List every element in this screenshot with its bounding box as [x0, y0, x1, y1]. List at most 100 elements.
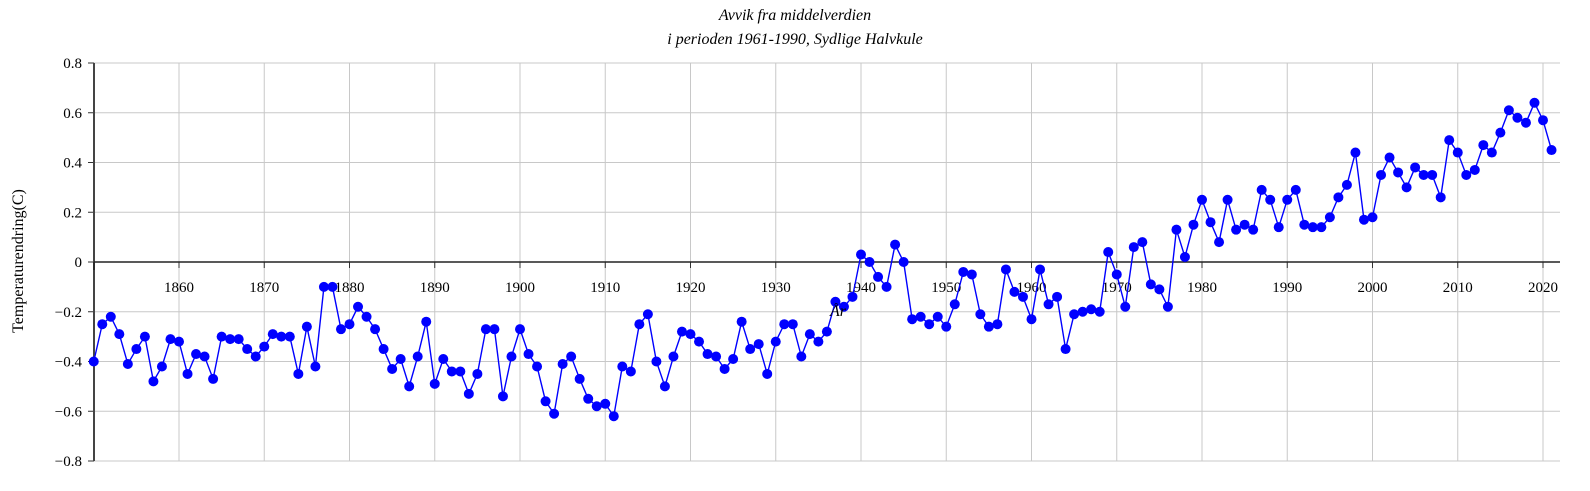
data-point [1461, 169, 1472, 180]
data-point [370, 324, 381, 335]
data-point [549, 408, 560, 419]
data-point [770, 336, 781, 347]
data-point [344, 319, 355, 330]
data-point [1316, 222, 1327, 233]
data-point [353, 301, 364, 312]
series-temperature [88, 97, 1557, 422]
data-point [1162, 301, 1173, 312]
data-point [216, 331, 227, 342]
data-point [199, 351, 210, 362]
data-point [421, 316, 432, 327]
data-point [1299, 219, 1310, 230]
data-point [1538, 115, 1548, 126]
data-point [148, 376, 159, 387]
data-point [472, 368, 483, 379]
data-point [361, 311, 372, 322]
data-point [1503, 105, 1514, 116]
data-point [1350, 147, 1361, 158]
data-point [259, 341, 270, 352]
data-point [438, 354, 449, 365]
data-point [1393, 167, 1404, 178]
data-point [327, 281, 338, 292]
data-point [932, 311, 943, 322]
y-tick-label: −0.4 [55, 355, 83, 371]
data-point [1043, 299, 1054, 310]
data-point [873, 271, 884, 282]
data-point [293, 368, 304, 379]
data-point [1418, 169, 1429, 180]
data-point [625, 366, 636, 377]
data-point [523, 349, 534, 360]
data-point [284, 331, 295, 342]
y-tick-label: 0.6 [63, 106, 82, 122]
data-point [1094, 306, 1105, 317]
data-point [992, 319, 1003, 330]
data-point [1239, 219, 1250, 230]
data-point [1017, 291, 1028, 302]
data-point [1435, 192, 1446, 203]
tick-labels: 0.8 0.6 0.4 0.2 0 −0.2 −0.4 −0.6 −0.8 1860 1870 188… [55, 56, 1558, 470]
data-point [1256, 184, 1267, 195]
data-point [97, 319, 108, 330]
data-point [830, 296, 841, 307]
data-point [497, 391, 508, 402]
data-point [1290, 184, 1301, 195]
data-point [1077, 306, 1088, 317]
data-point [1103, 247, 1114, 258]
data-point [1026, 314, 1037, 325]
data-point [1546, 145, 1557, 156]
data-point [1231, 224, 1242, 235]
data-point [1205, 217, 1216, 228]
data-point [540, 396, 551, 407]
data-point [719, 363, 730, 374]
data-point [1052, 291, 1063, 302]
data-point [1469, 164, 1480, 175]
y-tick-label: 0.4 [63, 156, 82, 172]
data-point [1171, 224, 1182, 235]
x-tick-label: 1890 [420, 280, 450, 296]
y-tick-label: −0.8 [55, 454, 82, 470]
data-point [796, 351, 807, 362]
data-point [233, 334, 244, 345]
data-point [276, 331, 287, 342]
data-point [651, 356, 662, 367]
data-point [1427, 169, 1438, 180]
data-point [1478, 140, 1489, 151]
data-point [1154, 284, 1165, 295]
data-point [1111, 269, 1122, 280]
data-point [753, 339, 764, 350]
data-point [1197, 194, 1207, 205]
data-point [685, 329, 696, 340]
data-point [122, 358, 133, 369]
data-point [591, 401, 602, 412]
y-axis-label: Temperaturendring(C) [10, 189, 27, 333]
axes [88, 62, 1560, 462]
x-tick-label: 1880 [335, 280, 365, 296]
data-point [787, 319, 798, 330]
data-point [1128, 242, 1139, 253]
y-tick-label: 0 [75, 255, 83, 271]
data-point [941, 321, 952, 332]
data-point [711, 351, 722, 362]
data-point [566, 351, 577, 362]
x-axis-label: År [829, 302, 847, 320]
data-point [1486, 147, 1497, 158]
x-tick-label: 1970 [1102, 280, 1132, 296]
data-point [1188, 219, 1199, 230]
data-point [1248, 224, 1259, 235]
data-point [608, 411, 619, 422]
data-point [1307, 222, 1318, 233]
data-point [174, 336, 184, 347]
data-point [617, 361, 628, 372]
data-point [642, 309, 653, 320]
data-point [583, 393, 594, 404]
data-point [1324, 212, 1335, 223]
data-point [983, 321, 994, 332]
data-point [463, 388, 474, 399]
data-point [762, 368, 773, 379]
data-point [821, 326, 832, 337]
data-point [1120, 301, 1131, 312]
data-point [924, 319, 935, 330]
data-point [1137, 237, 1148, 248]
chart-title: Avvik fra middelverdien [718, 7, 871, 24]
